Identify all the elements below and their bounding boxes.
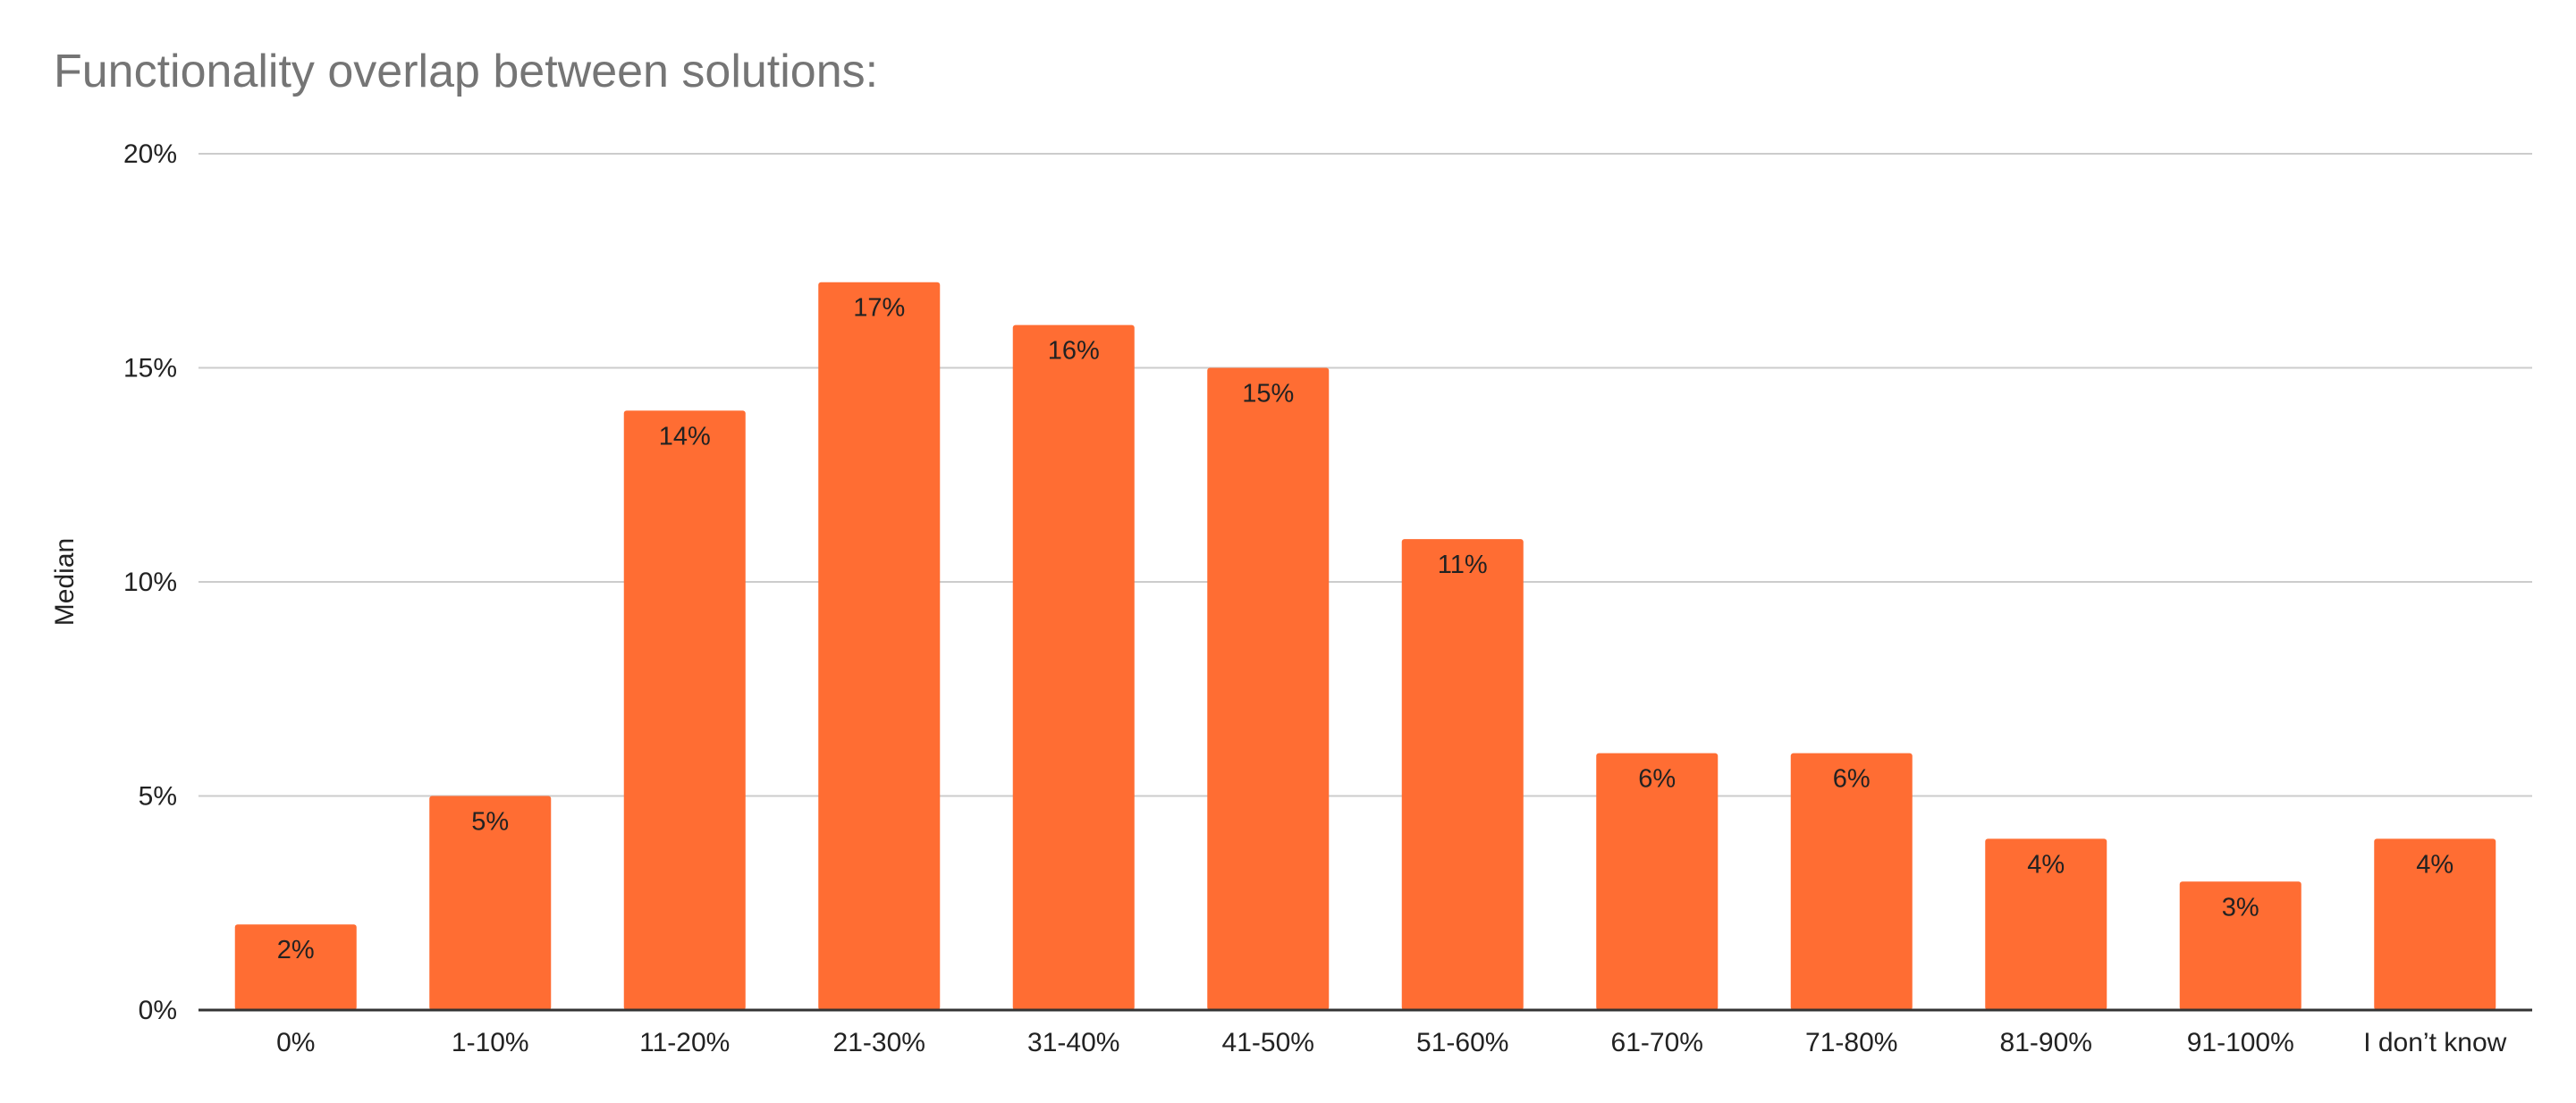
bar	[1012, 324, 1135, 1011]
bar	[818, 282, 941, 1010]
x-tick-label: 0%	[276, 1028, 315, 1057]
bar	[623, 410, 746, 1010]
y-tick-label: 15%	[123, 354, 177, 383]
y-tick-label: 5%	[139, 782, 177, 812]
data-label: 11%	[1438, 551, 1488, 579]
data-label: 15%	[1242, 380, 1294, 408]
bar	[2374, 838, 2496, 1010]
data-label: 14%	[659, 422, 711, 450]
data-label: 6%	[1833, 765, 1871, 794]
x-tick-label: I don’t know	[2363, 1028, 2506, 1057]
y-axis-title: Median	[50, 538, 80, 626]
y-tick-label: 0%	[139, 996, 177, 1025]
y-axis-ticks: 0% 5% 10% 15% 20%	[123, 139, 177, 1025]
bar	[1207, 367, 1330, 1010]
x-tick-label: 21-30%	[833, 1028, 925, 1057]
x-tick-label: 91-100%	[2187, 1028, 2294, 1057]
x-tick-label: 41-50%	[1222, 1028, 1314, 1057]
data-labels: 2% 5% 14% 17% 16% 15% 11% 6% 6% 4% 3% 4%	[277, 294, 2454, 964]
data-label: 4%	[2416, 850, 2454, 879]
x-tick-label: 81-90%	[2000, 1028, 2092, 1057]
bar	[1401, 539, 1524, 1010]
data-label: 4%	[2027, 850, 2065, 879]
bar	[2179, 881, 2302, 1010]
x-tick-label: 51-60%	[1416, 1028, 1508, 1057]
data-label: 5%	[471, 808, 509, 837]
x-axis-ticks: 0% 1-10% 11-20% 21-30% 31-40% 41-50% 51-60% 61-…	[276, 1028, 2507, 1057]
data-label: 3%	[2222, 893, 2259, 922]
bar	[1790, 753, 1913, 1010]
data-label: 2%	[277, 936, 315, 964]
bar	[234, 924, 357, 1010]
bar	[429, 796, 552, 1010]
x-tick-label: 61-70%	[1611, 1028, 1703, 1057]
bar	[1596, 753, 1719, 1010]
data-label: 16%	[1048, 337, 1100, 366]
bars	[234, 282, 2496, 1011]
y-tick-label: 10%	[123, 568, 177, 597]
data-label: 6%	[1638, 765, 1676, 794]
x-tick-label: 11-20%	[639, 1028, 730, 1057]
y-tick-label: 20%	[123, 139, 177, 169]
chart-title: Functionality overlap between solutions:	[54, 46, 879, 97]
gridlines	[198, 153, 2532, 797]
x-tick-label: 1-10%	[452, 1028, 529, 1057]
x-tick-label: 31-40%	[1027, 1028, 1119, 1057]
bar	[1985, 838, 2107, 1010]
x-tick-label: 71-80%	[1805, 1028, 1897, 1057]
data-label: 17%	[853, 294, 905, 323]
